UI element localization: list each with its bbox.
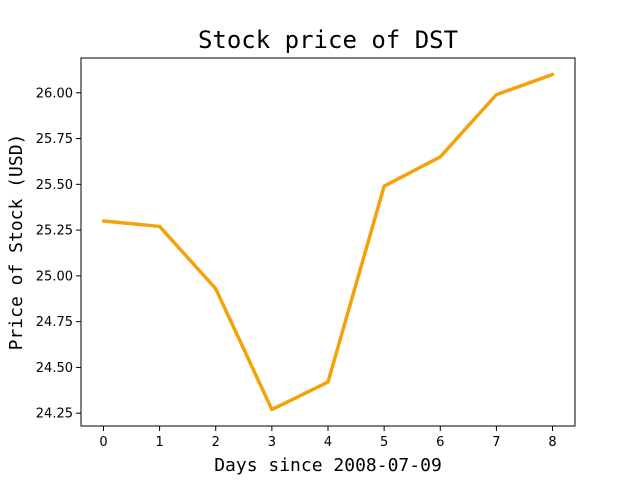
plot-area	[81, 58, 575, 426]
y-tick-label: 24.75	[36, 315, 73, 330]
y-tick-label: 26.00	[36, 86, 73, 101]
chart-title: Stock price of DST	[198, 26, 458, 54]
y-tick-label: 25.25	[36, 224, 73, 239]
y-tick-label: 24.25	[36, 407, 73, 422]
y-tick-label: 25.50	[36, 178, 73, 193]
y-axis-ticks: 24.25 24.50 24.75 25.00 25.25 25.50 25.75 26.00	[36, 86, 81, 421]
x-axis-ticks: 0 1 2 3 4 5 6 7 8	[99, 426, 556, 450]
x-tick-label: 6	[436, 435, 444, 450]
x-tick-label: 7	[492, 435, 500, 450]
y-axis-label: Price of Stock (USD)	[6, 134, 27, 351]
x-tick-label: 1	[155, 435, 163, 450]
y-tick-label: 25.75	[36, 132, 73, 147]
x-tick-label: 0	[99, 435, 107, 450]
x-tick-label: 3	[268, 435, 276, 450]
y-tick-label: 25.00	[36, 269, 73, 284]
x-tick-label: 8	[548, 435, 556, 450]
x-tick-label: 2	[212, 435, 220, 450]
x-axis-label: Days since 2008-07-09	[214, 455, 442, 476]
x-tick-label: 4	[324, 435, 332, 450]
y-tick-label: 24.50	[36, 361, 73, 376]
x-tick-label: 5	[380, 435, 388, 450]
